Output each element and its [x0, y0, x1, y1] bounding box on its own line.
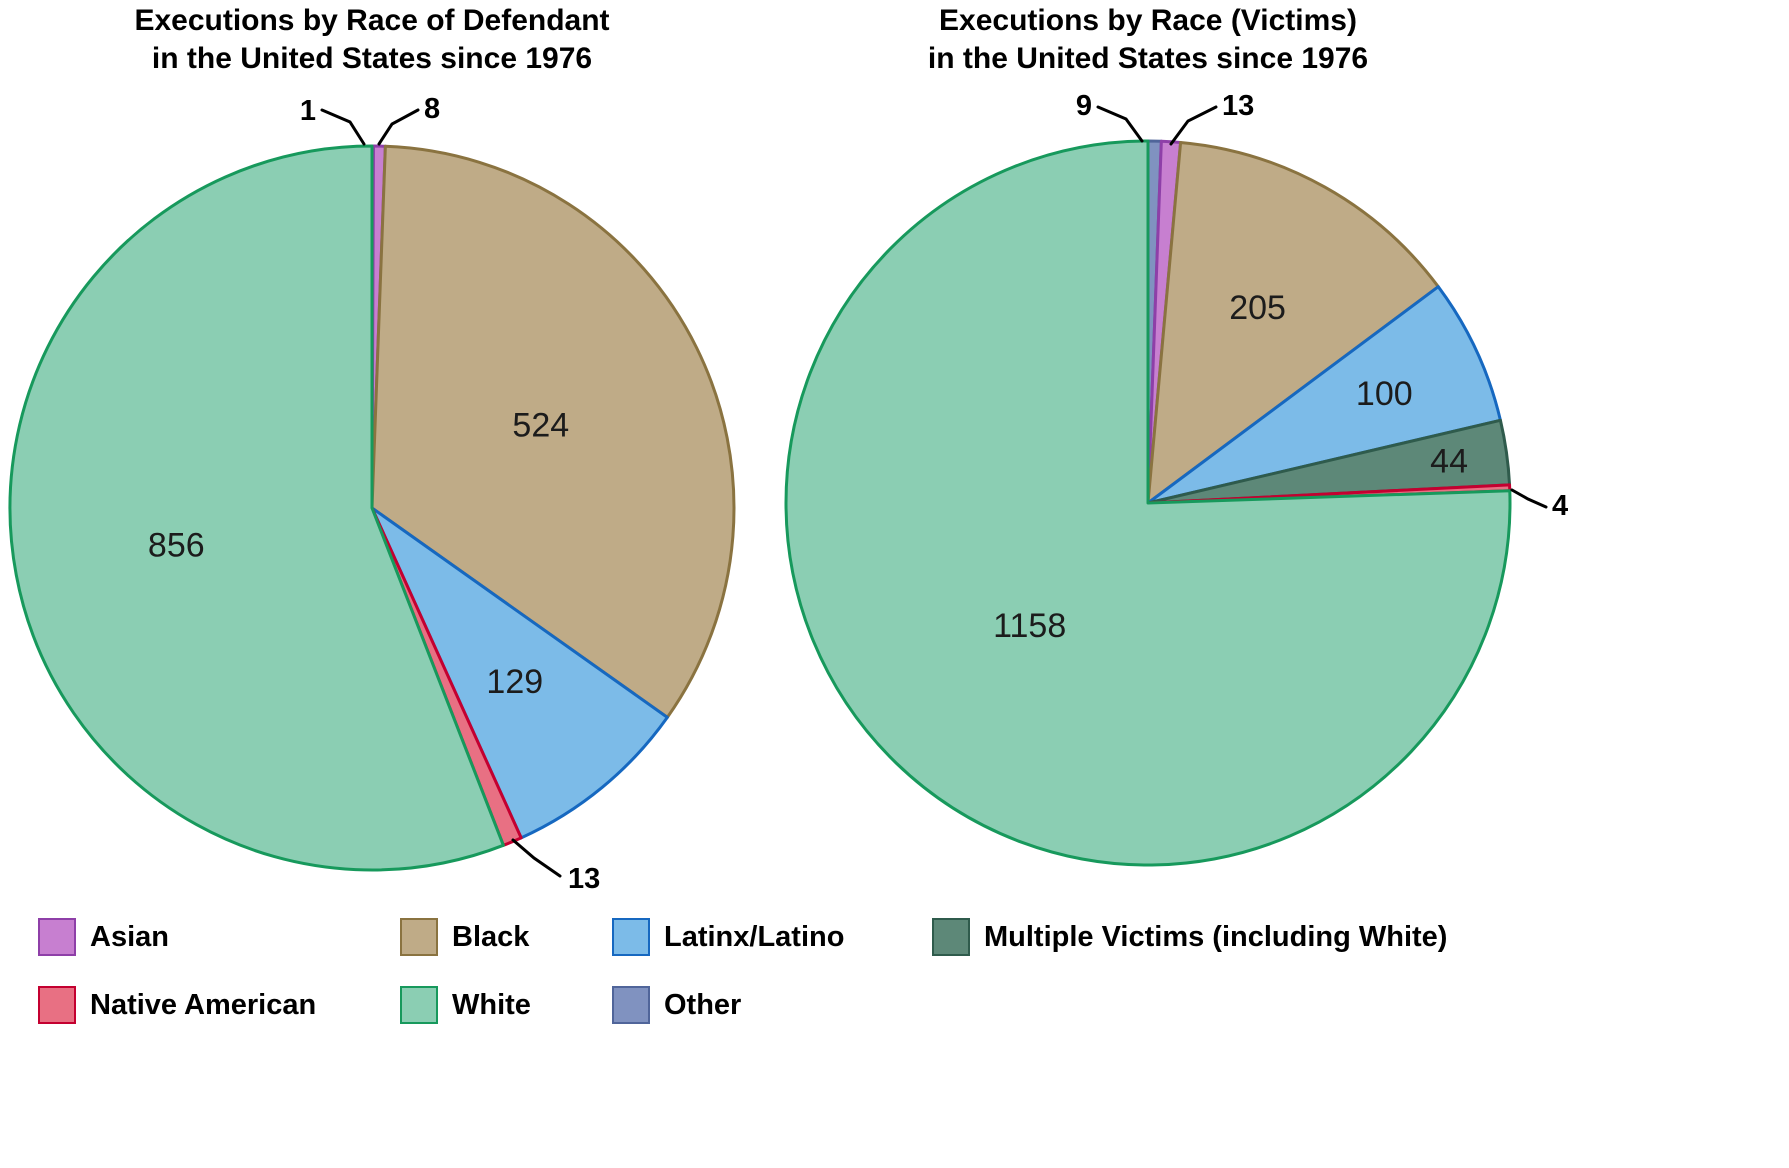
chart-title-line1: Executions by Race (Victims): [939, 4, 1357, 37]
pie-slice-white: [8, 144, 505, 872]
pie-slice-black: [370, 144, 736, 719]
legend-swatch-white: [400, 986, 438, 1024]
pie-slice-latinx: [1146, 285, 1502, 505]
pie-slice-black: [1146, 140, 1440, 505]
callout-value-label: 9: [1076, 90, 1092, 122]
callout-line: [1169, 105, 1218, 146]
chart-title-line2: in the United States since 1976: [151, 42, 593, 75]
slice-value-label: 524: [512, 407, 569, 445]
callout-line: [1096, 105, 1144, 143]
callout-line: [377, 108, 420, 146]
chart-title-defendants: Executions by Race of Defendant in the U…: [0, 2, 744, 78]
pie-slice-latinx: [370, 506, 669, 840]
callout-value-label: 13: [1222, 90, 1254, 122]
slice-value-label: 44: [1430, 442, 1468, 480]
legend-item-white: White: [400, 986, 531, 1024]
chart-title-line1: Executions by Race of Defendant: [134, 4, 610, 37]
legend-item-other: Other: [612, 986, 741, 1024]
chart-title-line2: in the United States since 1976: [927, 42, 1369, 75]
callout-value-label: 13: [568, 863, 600, 895]
legend-label: White: [452, 988, 531, 1021]
callout-line: [320, 108, 366, 146]
pie-svg-victims: 205 100 44 1158 9 13 4: [784, 90, 1568, 867]
callout-value-label: 8: [424, 93, 440, 125]
chart-title-victims: Executions by Race (Victims) in the Unit…: [770, 2, 1526, 78]
pie-chart-defendants: Executions by Race of Defendant in the U…: [0, 0, 770, 930]
slice-value-label: 1158: [993, 607, 1066, 645]
pie-slice-white: [784, 139, 1512, 867]
slice-value-label: 856: [148, 527, 205, 565]
legend-label: Native American: [90, 988, 317, 1021]
slice-value-label: 129: [486, 663, 543, 701]
legend-swatch-native: [38, 986, 76, 1024]
legend-label: Other: [664, 988, 742, 1021]
legend-swatch-other: [612, 986, 650, 1024]
slice-value-label: 100: [1356, 375, 1413, 413]
callout-line: [1510, 488, 1548, 509]
pie-svg-defendants: 524 129 856 1 8 13: [8, 93, 736, 895]
pie-chart-victims: Executions by Race (Victims) in the Unit…: [770, 0, 1789, 930]
callout-line: [511, 838, 562, 878]
legend-item-native: Native American: [38, 986, 316, 1024]
callout-value-label: 4: [1552, 490, 1568, 522]
slice-value-label: 205: [1229, 289, 1286, 327]
callout-value-label: 1: [300, 95, 316, 127]
